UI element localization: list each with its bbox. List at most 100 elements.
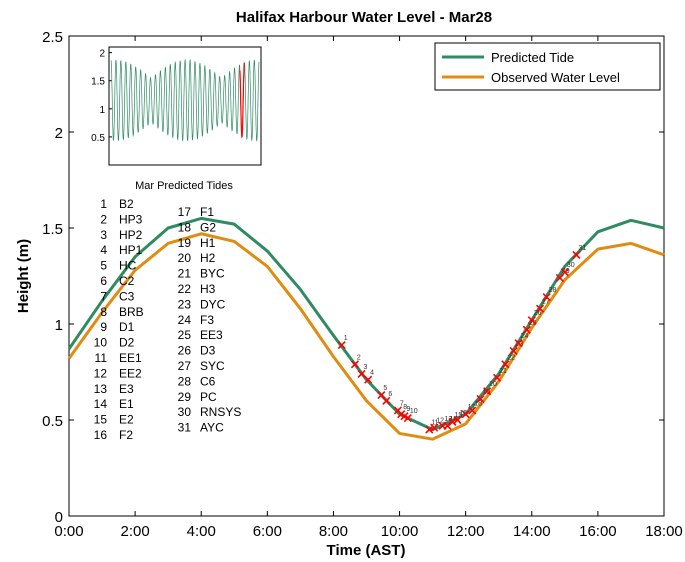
station-number: 21 [178, 267, 192, 281]
station-number: 4 [100, 243, 107, 257]
observation-markers: 1234567891011121314151617181920212223242… [337, 245, 586, 434]
station-code: EE3 [200, 328, 223, 342]
station-number: 6 [100, 274, 107, 288]
y-tick-label: 2 [55, 125, 63, 142]
station-number: 16 [94, 428, 108, 442]
inset-y-tick-label: 2 [99, 49, 105, 60]
station-code: B2 [119, 197, 134, 211]
station-number: 15 [94, 413, 108, 427]
station-number: 12 [94, 366, 108, 380]
marker-number: 13 [445, 416, 453, 423]
x-tick-label: 2:00 [121, 523, 150, 540]
inset-tide-lines [110, 58, 260, 142]
observation-marker: 21 [493, 368, 507, 382]
station-number: 14 [94, 397, 108, 411]
observation-marker: 15 [448, 412, 462, 426]
observation-marker: 25 [522, 320, 537, 334]
inset-highlight-line [239, 62, 246, 139]
station-code: PC [200, 390, 217, 404]
inset-y-ticks: 0.5 1 1.5 2 [91, 49, 112, 144]
station-code: C2 [119, 274, 135, 288]
station-number: 29 [178, 390, 192, 404]
observation-marker: 3 [357, 364, 368, 378]
station-number: 2 [100, 212, 107, 226]
inset-tide-line [110, 58, 260, 142]
observation-marker: 30 [560, 262, 575, 277]
marker-number: 21 [499, 368, 507, 375]
observation-marker: 22 [501, 354, 515, 369]
marker-number: 14 [449, 416, 457, 423]
observation-marker: 24 [514, 333, 529, 348]
y-tick-label: 1 [55, 317, 63, 334]
inset-y-tick-label: 1.5 [91, 77, 105, 88]
x-axis-ticks: 0:00 2:00 4:00 6:00 8:00 10:00 12:00 14:00 16:00… [54, 36, 683, 540]
station-code: F2 [119, 428, 133, 442]
observation-marker: 18 [468, 400, 482, 415]
observation-marker: 16 [453, 410, 467, 425]
x-tick-label: 18:00 [645, 523, 683, 540]
station-code: D2 [119, 336, 135, 350]
y-tick-label: 2.5 [42, 29, 63, 46]
legend-label-predicted: Predicted Tide [491, 50, 574, 65]
station-code: HC [119, 259, 137, 273]
marker-number: 1 [344, 335, 348, 342]
observation-marker: 31 [572, 245, 586, 259]
y-axis-label: Height (m) [15, 239, 32, 313]
station-number: 5 [100, 259, 107, 273]
legend: Predicted Tide Observed Water Level [434, 42, 661, 91]
marker-number: 7 [400, 400, 404, 407]
inset-title: Mar Predicted Tides [135, 180, 233, 192]
inset-y-tick-label: 1 [99, 105, 105, 116]
observation-marker: 6 [382, 391, 392, 405]
station-number: 3 [100, 228, 107, 242]
marker-number: 28 [549, 287, 557, 294]
station-number: 30 [178, 405, 192, 419]
station-code: F1 [200, 205, 214, 219]
marker-number: 9 [407, 406, 411, 413]
station-code: BRB [119, 305, 144, 319]
station-code: HP3 [119, 212, 143, 226]
station-number: 31 [178, 421, 192, 435]
station-list: 1 B2 2 HP3 3 HP2 4 HP1 5 HC 6 C2 7 C3 8 BRB 9 D1 10 D2 11 EE1… [94, 197, 242, 442]
station-number: 8 [100, 305, 107, 319]
station-code: EE2 [119, 366, 142, 380]
marker-number: 5 [383, 385, 387, 392]
station-code: RNSYS [200, 405, 241, 419]
x-axis-label: Time (AST) [327, 542, 406, 559]
station-number: 22 [178, 282, 192, 296]
observation-marker: 26 [527, 310, 542, 325]
observation-marker: 11 [425, 420, 439, 434]
marker-number: 22 [507, 354, 515, 361]
inset-plot: 0.5 1 1.5 2 Mar Predicted Tides [91, 46, 262, 192]
x-tick-label: 0:00 [54, 523, 83, 540]
x-tick-label: 16:00 [579, 523, 617, 540]
x-tick-label: 10:00 [381, 523, 419, 540]
y-tick-label: 0.5 [42, 413, 63, 430]
marker-number: 10 [410, 408, 418, 415]
marker-number: 30 [567, 262, 575, 269]
station-number: 23 [178, 297, 192, 311]
station-number: 17 [178, 205, 192, 219]
marker-number: 6 [388, 391, 392, 398]
marker-number: 24 [521, 333, 529, 340]
observation-marker: 4 [364, 370, 374, 384]
chart-title: Halifax Harbour Water Level - Mar28 [236, 9, 492, 26]
station-code: H1 [200, 236, 216, 250]
station-number: 28 [178, 374, 192, 388]
series-line-0 [67, 216, 665, 432]
legend-label-observed: Observed Water Level [491, 70, 620, 85]
station-number: 11 [95, 351, 108, 365]
marker-number: 4 [370, 370, 374, 377]
station-code: BYC [200, 267, 225, 281]
station-code: EE1 [119, 351, 142, 365]
station-number: 7 [100, 289, 107, 303]
station-code: HP2 [119, 228, 143, 242]
marker-number: 26 [534, 310, 542, 317]
x-tick-label: 14:00 [513, 523, 551, 540]
station-number: 19 [178, 236, 192, 250]
station-code: C6 [200, 374, 216, 388]
x-tick-label: 8:00 [319, 523, 348, 540]
station-number: 13 [94, 382, 108, 396]
marker-number: 17 [468, 404, 476, 411]
station-code: SYC [200, 359, 225, 373]
